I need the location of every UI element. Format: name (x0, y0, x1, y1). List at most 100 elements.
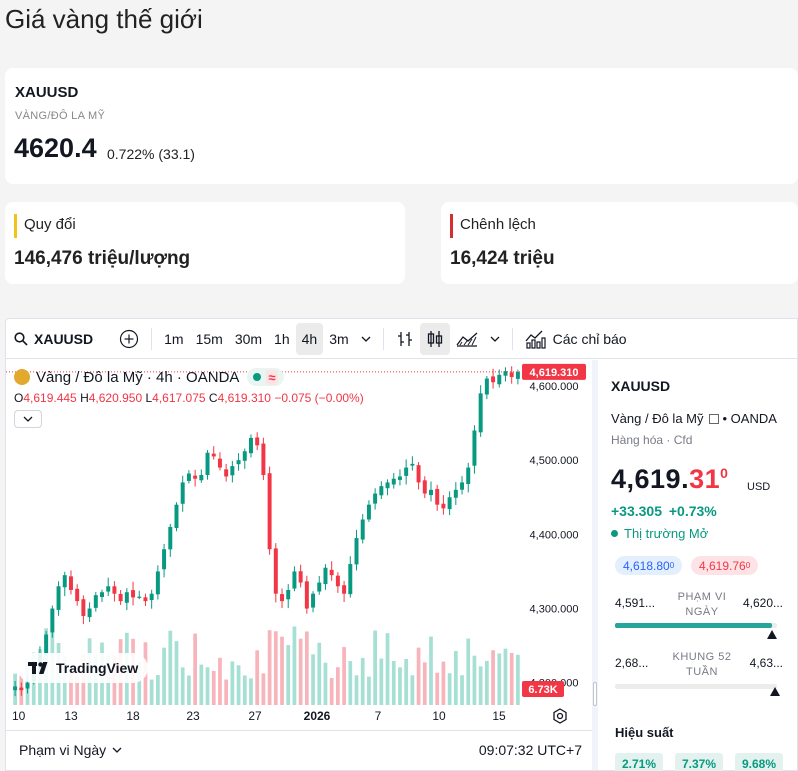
time-axis-label: 27 (248, 709, 262, 723)
volume-bar (497, 653, 502, 705)
symbol-search-button[interactable]: XAUUSD (6, 323, 99, 355)
performance-badge-1w[interactable]: 2.71% (615, 753, 663, 771)
candle-body (478, 393, 483, 433)
candle-body (56, 586, 61, 610)
candles-style-button[interactable] (419, 322, 450, 355)
volume-bar (180, 667, 185, 705)
symbol-details-panel: XAUUSD Vàng / Đô la Mỹ • OANDA Hàng hóa ·… (598, 360, 798, 771)
candle-body (174, 504, 179, 528)
market-status-label: Thị trường Mở (624, 526, 709, 541)
candle-body (298, 571, 303, 583)
volume-bar (255, 650, 260, 705)
interval-dropdown[interactable] (355, 323, 377, 355)
volume-bar (472, 655, 477, 705)
interval-1h[interactable]: 1h (274, 330, 290, 347)
volume-bar (230, 661, 235, 705)
ohlc-low: 4,617.075 (152, 391, 206, 405)
day-range-high: 4,620... (742, 596, 783, 610)
indicators-button[interactable]: Các chỉ báo (519, 323, 633, 355)
area-style-button[interactable] (450, 323, 484, 355)
volume-bar (360, 657, 365, 705)
price-axis-label: 4,500.000 (530, 455, 579, 467)
chart-settings-button[interactable] (550, 706, 570, 726)
volume-bar (211, 670, 216, 705)
chart-type-dropdown[interactable] (484, 323, 506, 355)
chart-clock[interactable]: 09:07:32 UTC+7 (478, 742, 582, 758)
date-range-button[interactable]: Phạm vi Ngày (19, 742, 122, 758)
ticker-symbol: XAUUSD (15, 84, 79, 101)
volume-bar (317, 642, 322, 705)
legend-collapse-button[interactable] (14, 410, 42, 428)
market-status[interactable]: Thị trường Mở (611, 526, 708, 541)
conversion-label-wrap: Quy đổi (14, 214, 76, 238)
volume-bar (267, 630, 272, 705)
candle-body (391, 478, 396, 485)
external-link-icon[interactable] (708, 414, 719, 424)
volume-bar (367, 676, 371, 705)
market-open-dot-icon (253, 373, 262, 381)
candle-body (81, 599, 86, 616)
search-icon (14, 331, 28, 346)
interval-30m[interactable]: 30m (234, 330, 263, 347)
tradingview-logo[interactable]: TradingView (18, 653, 149, 683)
week52-range-bar (615, 684, 781, 696)
tradingview-widget: XAUUSD 1m 15m 30m 1h 4h 3m Các chỉ b (5, 318, 798, 771)
details-symbol[interactable]: XAUUSD (611, 378, 671, 394)
conversion-label: Quy đổi (24, 216, 76, 233)
volume-bar (329, 678, 334, 705)
interval-4h[interactable]: 4h (295, 322, 324, 355)
toolbar-symbol: XAUUSD (34, 330, 94, 347)
time-axis-label: 18 (126, 709, 140, 723)
market-status-indicator[interactable]: ≈ (247, 368, 284, 386)
volume-bar (156, 675, 160, 705)
candle-body (404, 467, 409, 476)
candle-body (137, 596, 142, 598)
candle-body (155, 571, 160, 595)
indicators-icon (525, 330, 546, 349)
ohlc-o-label: O (14, 391, 24, 405)
candle-body (503, 371, 508, 376)
candle-body (286, 590, 291, 600)
interval-3m[interactable]: 3m (329, 330, 349, 347)
last-price-label: 4,619.310 (530, 367, 579, 379)
volume-bar (187, 675, 191, 705)
candle-body (75, 588, 80, 602)
ticker-price: 4620.4 (14, 133, 97, 163)
time-axis-label: 7 (375, 709, 382, 723)
candle-body (230, 466, 235, 476)
performance-badge-1m[interactable]: 7.37% (675, 753, 723, 771)
time-axis[interactable]: 10 13 18 23 27 2026 7 10 15 (6, 705, 592, 727)
candle-body (410, 463, 415, 466)
day-range-marker-icon (767, 630, 778, 639)
chevron-down-icon (112, 747, 122, 753)
candle-body (429, 489, 433, 496)
time-axis-label: 2026 (304, 709, 331, 723)
candle-body (385, 482, 390, 489)
day-range-low: 4,591... (615, 596, 656, 610)
ticker-card: XAUUSD VÀNG/ĐÔ LA MỸ 4620.4 0.722% (33.1… (5, 68, 798, 184)
details-category: Hàng hóa · Cfd (611, 433, 693, 447)
candle-body (255, 437, 260, 446)
ohlc-close: 4,619.310 (217, 391, 271, 405)
candle-body (447, 497, 452, 510)
volume-bar (391, 661, 396, 705)
interval-15m[interactable]: 15m (195, 330, 223, 347)
interval-1m[interactable]: 1m (164, 330, 184, 347)
panel-divider[interactable] (592, 360, 598, 770)
candle-body (87, 608, 92, 618)
volume-bar (168, 630, 173, 705)
date-range-label: Phạm vi Ngày (19, 742, 107, 758)
volume-bar (410, 675, 415, 705)
compare-add-button[interactable] (113, 323, 145, 355)
toolbar-divider (511, 327, 513, 350)
chart-pane[interactable]: 4,600.0004,500.0004,400.0004,300.0004,20… (6, 360, 592, 758)
candle-body (342, 585, 347, 594)
volume-bar (174, 641, 179, 705)
volume-bar (503, 648, 508, 705)
indicators-label: Các chỉ báo (552, 330, 627, 347)
panel-resize-handle[interactable] (593, 682, 597, 706)
candle-body (304, 581, 309, 609)
details-description-text[interactable]: Vàng / Đô la Mỹ (611, 411, 704, 426)
bar-style-button[interactable] (390, 323, 420, 355)
performance-badge-3m[interactable]: 9.68% (735, 753, 783, 771)
